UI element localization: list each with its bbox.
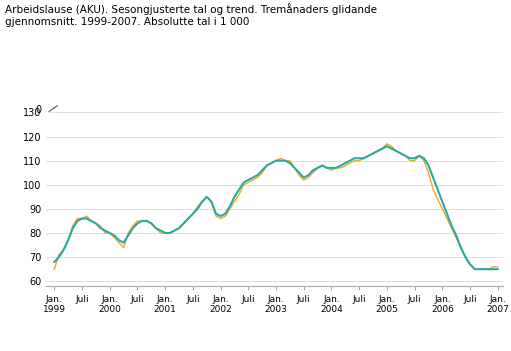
Trend	[51, 260, 57, 264]
Trend	[305, 173, 311, 177]
Line: Sesongjustert: Sesongjustert	[54, 144, 498, 269]
Sesongjustert	[167, 231, 173, 235]
Trend	[167, 231, 173, 235]
Sesongjustert	[273, 159, 279, 163]
Trend	[398, 151, 404, 155]
Sesongjustert	[495, 265, 501, 269]
Trend	[472, 267, 478, 271]
Trend	[65, 238, 71, 242]
Sesongjustert	[305, 176, 311, 180]
Sesongjustert	[84, 214, 90, 218]
Trend	[495, 267, 501, 271]
Sesongjustert	[65, 238, 71, 242]
Trend	[384, 144, 390, 148]
Trend	[273, 159, 279, 163]
Sesongjustert	[384, 142, 390, 146]
Line: Trend: Trend	[54, 146, 498, 269]
Text: Arbeidslause (AKU). Sesongjusterte tal og trend. Tremånaders glidande
gjennomsni: Arbeidslause (AKU). Sesongjusterte tal o…	[5, 4, 377, 27]
Sesongjustert	[398, 151, 404, 155]
Sesongjustert	[51, 267, 57, 271]
Trend	[84, 217, 90, 221]
